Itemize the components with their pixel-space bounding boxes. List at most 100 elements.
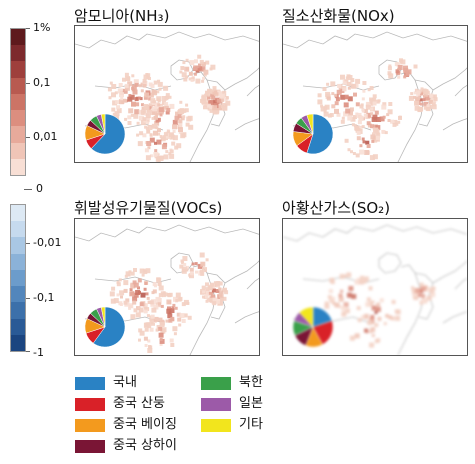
map-panel	[74, 25, 260, 163]
emission-cell	[374, 323, 379, 327]
emission-cell	[141, 111, 145, 115]
emission-cell	[142, 83, 147, 88]
emission-cell	[153, 80, 158, 85]
emission-cell	[384, 131, 388, 135]
emission-cell	[179, 100, 183, 104]
emission-cell	[210, 92, 215, 97]
emission-cell	[369, 342, 375, 348]
emission-cell	[412, 289, 417, 295]
emission-cell	[180, 66, 185, 70]
legend-swatch	[75, 397, 105, 411]
emission-cell	[132, 300, 137, 305]
emission-cell	[214, 298, 220, 304]
emission-cell	[387, 109, 393, 115]
emission-cell	[431, 94, 437, 100]
legend-label: 북한	[239, 375, 263, 390]
emission-cell	[356, 131, 361, 136]
emission-cell	[152, 123, 157, 129]
emission-cell	[221, 105, 224, 108]
source-pie	[84, 306, 126, 348]
legend-label: 중국 산둥	[113, 396, 165, 411]
emission-cell	[214, 90, 218, 94]
emission-cell	[372, 154, 378, 160]
emission-cell	[181, 319, 186, 323]
emission-cell	[137, 278, 142, 283]
map-coastline	[454, 84, 467, 97]
emission-cell	[394, 62, 399, 67]
emission-cell	[157, 103, 161, 107]
emission-cell	[152, 109, 157, 115]
emission-cell	[207, 96, 211, 100]
emission-cell	[373, 127, 378, 133]
emission-cell	[116, 280, 120, 284]
emission-cell	[120, 97, 124, 101]
emission-cell	[150, 98, 156, 104]
emission-cell	[184, 108, 189, 113]
colorbar-zero-label: 0	[36, 182, 43, 195]
legend-swatch	[201, 418, 231, 432]
emission-cell	[370, 327, 376, 333]
emission-cell	[205, 287, 210, 292]
emission-cell	[200, 66, 206, 72]
emission-cell	[183, 313, 188, 318]
emission-cell	[161, 293, 166, 298]
emission-cell	[413, 95, 417, 99]
emission-cell	[344, 138, 349, 143]
emission-cell	[218, 287, 222, 291]
emission-cell	[114, 91, 118, 95]
emission-cell	[131, 74, 135, 78]
emission-cell	[201, 96, 207, 101]
emission-cell	[173, 332, 177, 336]
emission-cell	[185, 103, 189, 107]
emission-cell	[154, 149, 158, 153]
emission-cell	[351, 123, 355, 127]
emission-cell	[355, 112, 359, 116]
pie-slice	[100, 306, 106, 328]
emission-cell	[113, 298, 119, 304]
emission-cell	[225, 96, 229, 100]
emission-cell	[361, 125, 365, 129]
emission-cell	[178, 127, 183, 133]
emission-cell	[206, 106, 210, 110]
emission-cell	[375, 99, 380, 104]
emission-cell	[376, 338, 381, 343]
emission-cell	[159, 322, 165, 327]
emission-cell	[169, 103, 175, 109]
emission-cell	[375, 132, 381, 138]
emission-cell	[189, 267, 194, 272]
pie-slice	[306, 113, 334, 155]
emission-cell	[158, 293, 163, 298]
emission-cell	[181, 72, 187, 78]
emission-cell	[388, 102, 393, 106]
emission-cell	[181, 261, 185, 265]
emission-cell	[353, 92, 357, 97]
emission-cell	[178, 108, 184, 114]
emission-cell	[154, 115, 158, 120]
emission-cell	[317, 99, 323, 105]
emission-cell	[218, 300, 223, 306]
emission-cell	[202, 295, 205, 299]
emission-cell	[395, 315, 401, 321]
emission-cell	[157, 81, 163, 87]
emission-cell	[363, 276, 369, 282]
emission-cell	[209, 67, 213, 71]
colorbar-tick	[26, 137, 30, 138]
emission-cell	[416, 96, 421, 101]
emission-cell	[153, 100, 156, 104]
emission-cell	[370, 112, 374, 116]
emission-cell	[324, 303, 330, 309]
emission-cell	[204, 101, 208, 105]
emission-cell	[146, 119, 150, 123]
emission-cell	[202, 290, 206, 294]
emission-cell	[324, 104, 330, 110]
emission-cell	[199, 252, 205, 258]
emission-cell	[114, 111, 120, 117]
emission-cell	[391, 120, 395, 124]
emission-cell	[387, 66, 392, 71]
emission-cell	[167, 313, 173, 319]
emission-cell	[109, 81, 113, 85]
emission-cell	[388, 64, 392, 68]
emission-cell	[205, 299, 209, 303]
map-coastline	[189, 71, 216, 162]
emission-cell	[201, 79, 205, 83]
